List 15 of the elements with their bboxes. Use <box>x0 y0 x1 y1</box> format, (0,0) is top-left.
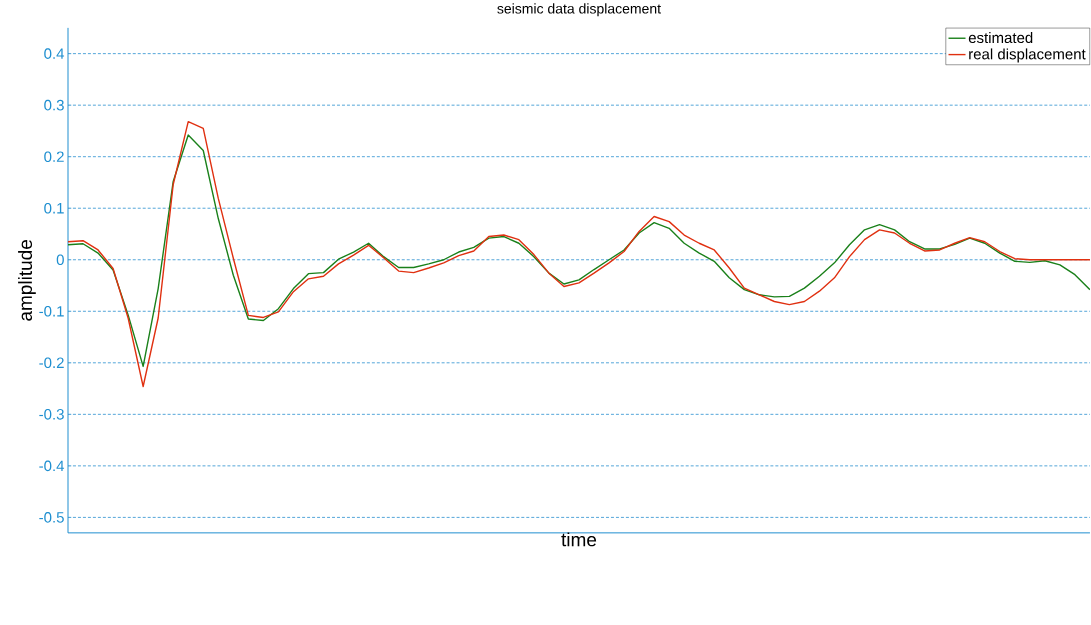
chart-title: seismic data displacement <box>497 3 661 17</box>
y-tick-label: -0.1 <box>39 306 64 317</box>
y-tick-label: -0.5 <box>39 512 64 523</box>
y-tick-label: 0 <box>56 254 64 266</box>
y-tick-label: 0.3 <box>44 99 64 111</box>
y-axis-title: amplitude <box>18 240 36 321</box>
y-tick-label: -0.4 <box>39 460 65 472</box>
legend-label: estimated <box>968 32 1033 44</box>
y-tick-label: 0.2 <box>44 151 64 163</box>
y-tick-label: 0.4 <box>44 48 65 59</box>
legend-label: real displacement <box>969 48 1086 63</box>
x-axis-title: time <box>561 532 597 547</box>
y-tick-label: 0.1 <box>44 202 64 214</box>
y-tick-label: -0.3 <box>39 409 64 420</box>
y-tick-label: -0.2 <box>39 357 64 369</box>
